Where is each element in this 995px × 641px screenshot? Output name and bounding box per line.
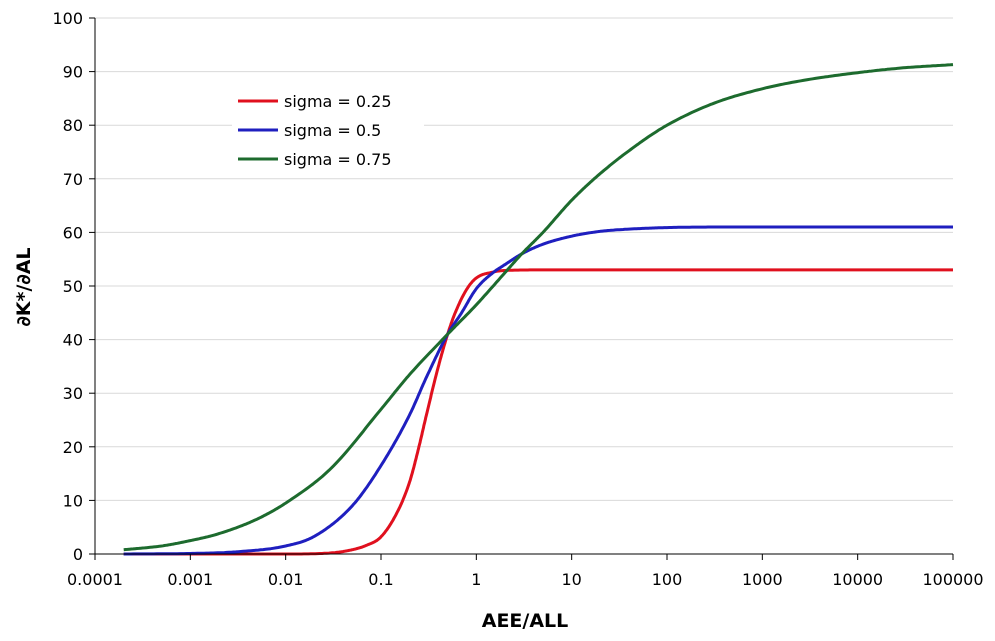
legend: sigma = 0.25 sigma = 0.5 sigma = 0.75 [232,84,424,176]
x-tick-label: 1000 [742,570,783,589]
y-tick-label: 90 [63,63,83,82]
y-tick-label: 100 [52,9,83,28]
axes [89,17,954,560]
y-tick-label: 30 [63,384,83,403]
legend-label: sigma = 0.75 [284,150,392,169]
y-tick-label: 70 [63,170,83,189]
x-tick-label: 10000 [832,570,883,589]
y-tick-label: 10 [63,491,83,510]
x-axis-title: AEE/ALL [482,610,569,632]
legend-label: sigma = 0.25 [284,92,392,111]
y-tick-label: 20 [63,438,83,457]
x-tick-label: 0.01 [268,570,304,589]
gridlines [95,17,953,501]
x-tick-label: 1 [471,570,481,589]
series-line-1 [123,268,953,556]
y-tick-label: 60 [63,223,83,242]
y-tick-label: 50 [63,277,83,296]
series-line-2 [123,225,953,556]
legend-label: sigma = 0.5 [284,121,381,140]
x-tick-label: 0.0001 [67,570,123,589]
x-tick-label: 0.001 [167,570,213,589]
y-axis-title: ∂K*/∂AL [13,247,35,326]
y-tick-label: 40 [63,331,83,350]
series-lines [123,63,954,556]
y-tick-label: 80 [63,116,83,135]
x-tick-label: 0.1 [368,570,393,589]
axis-titles: AEE/ALL ∂K*/∂AL [13,247,568,632]
y-tick-label: 0 [73,545,83,564]
series-line-3 [123,63,954,552]
x-tick-label: 100000 [922,570,983,589]
x-tick-label: 10 [561,570,581,589]
tick-labels: 0 10 20 30 40 50 60 70 80 90 100 0.0001 0.001 0.01 0.1… [52,9,983,589]
x-tick-label: 100 [652,570,683,589]
